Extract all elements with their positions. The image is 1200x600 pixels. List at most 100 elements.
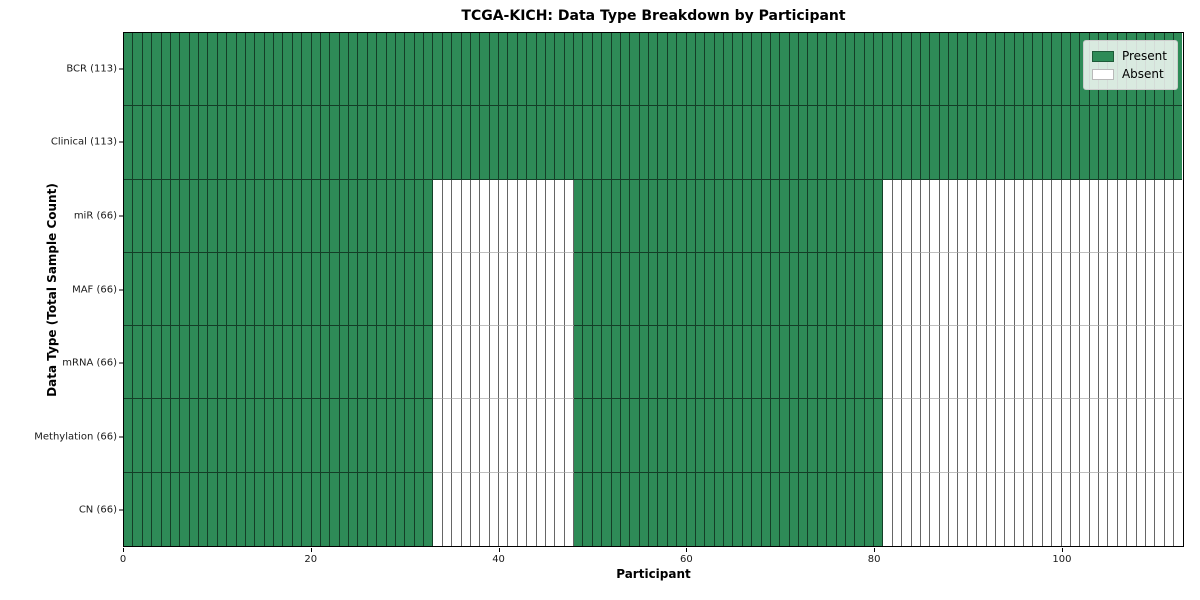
cell-absent — [1136, 179, 1146, 253]
x-tick-mark — [874, 548, 876, 552]
cell-present — [292, 399, 303, 473]
cell-present — [358, 179, 368, 253]
cell-present — [124, 326, 134, 400]
cell-present — [714, 106, 724, 180]
cell-present — [686, 326, 696, 400]
cell-present — [311, 399, 321, 473]
cell-absent — [470, 326, 481, 400]
cell-present — [639, 399, 649, 473]
cell-present — [283, 326, 293, 400]
cell-absent — [939, 326, 949, 400]
cell-absent — [480, 179, 490, 253]
cell-present — [639, 472, 649, 546]
y-tick-mark — [119, 362, 123, 364]
cell-absent — [555, 326, 565, 400]
cell-present — [649, 472, 659, 546]
cell-present — [1014, 33, 1024, 107]
cell-present — [799, 33, 809, 107]
cell-present — [217, 472, 228, 546]
cell-present — [752, 326, 762, 400]
cell-present — [995, 33, 1006, 107]
cell-present — [705, 33, 715, 107]
cell-absent — [1136, 252, 1146, 327]
cell-present — [883, 106, 893, 180]
cell-present — [320, 326, 331, 400]
cell-present — [817, 33, 828, 107]
cell-present — [686, 252, 696, 327]
cell-present — [245, 326, 256, 400]
cell-absent — [564, 326, 574, 400]
cell-present — [255, 179, 265, 253]
cell-present — [677, 326, 687, 400]
cell-absent — [1127, 326, 1137, 400]
cell-present — [808, 252, 818, 327]
cell-present — [827, 252, 837, 327]
cell-present — [902, 106, 912, 180]
cell-present — [808, 326, 818, 400]
cell-absent — [1005, 252, 1015, 327]
cell-present — [358, 33, 368, 107]
cell-absent — [920, 252, 931, 327]
cell-present — [499, 33, 509, 107]
cell-present — [311, 252, 321, 327]
cell-present — [339, 399, 349, 473]
cell-present — [480, 106, 490, 180]
cell-present — [705, 106, 715, 180]
cell-present — [349, 33, 359, 107]
cell-present — [930, 33, 940, 107]
cell-present — [283, 472, 293, 546]
cell-present — [995, 106, 1006, 180]
cell-present — [799, 252, 809, 327]
cell-present — [180, 326, 190, 400]
cell-absent — [1005, 326, 1015, 400]
cell-present — [780, 472, 790, 546]
y-tick-label: Clinical (113) — [50, 136, 117, 148]
cell-present — [133, 472, 143, 546]
cell-absent — [470, 252, 481, 327]
cell-absent — [1117, 179, 1128, 253]
cell-present — [124, 106, 134, 180]
cell-present — [724, 33, 734, 107]
cell-present — [808, 472, 818, 546]
cell-absent — [892, 252, 903, 327]
cell-present — [180, 252, 190, 327]
cell-present — [620, 399, 631, 473]
cell-present — [874, 399, 884, 473]
cell-present — [208, 326, 218, 400]
cell-present — [695, 472, 706, 546]
cell-absent — [967, 326, 978, 400]
cell-present — [227, 33, 237, 107]
cell-present — [264, 252, 274, 327]
cell-present — [574, 106, 584, 180]
cell-present — [133, 106, 143, 180]
cell-present — [227, 326, 237, 400]
cell-present — [245, 472, 256, 546]
cell-absent — [1061, 179, 1071, 253]
cell-present — [1033, 106, 1043, 180]
cell-absent — [433, 326, 443, 400]
cell-present — [592, 33, 603, 107]
cell-absent — [442, 472, 453, 546]
cell-absent — [1005, 472, 1015, 546]
cell-present — [152, 179, 162, 253]
cell-absent — [452, 179, 462, 253]
cell-present — [320, 179, 331, 253]
cell-absent — [902, 252, 912, 327]
cell-present — [808, 106, 818, 180]
cell-present — [199, 106, 209, 180]
cell-present — [724, 179, 734, 253]
cell-absent — [1099, 252, 1109, 327]
cell-absent — [433, 179, 443, 253]
cell-present — [761, 472, 771, 546]
heatmap-row — [124, 33, 1183, 107]
cell-absent — [911, 472, 921, 546]
cell-present — [630, 399, 640, 473]
cell-present — [630, 472, 640, 546]
cell-absent — [433, 399, 443, 473]
cell-present — [180, 399, 190, 473]
cell-absent — [1145, 399, 1156, 473]
cell-present — [536, 33, 546, 107]
cell-present — [555, 33, 565, 107]
cell-present — [789, 472, 799, 546]
